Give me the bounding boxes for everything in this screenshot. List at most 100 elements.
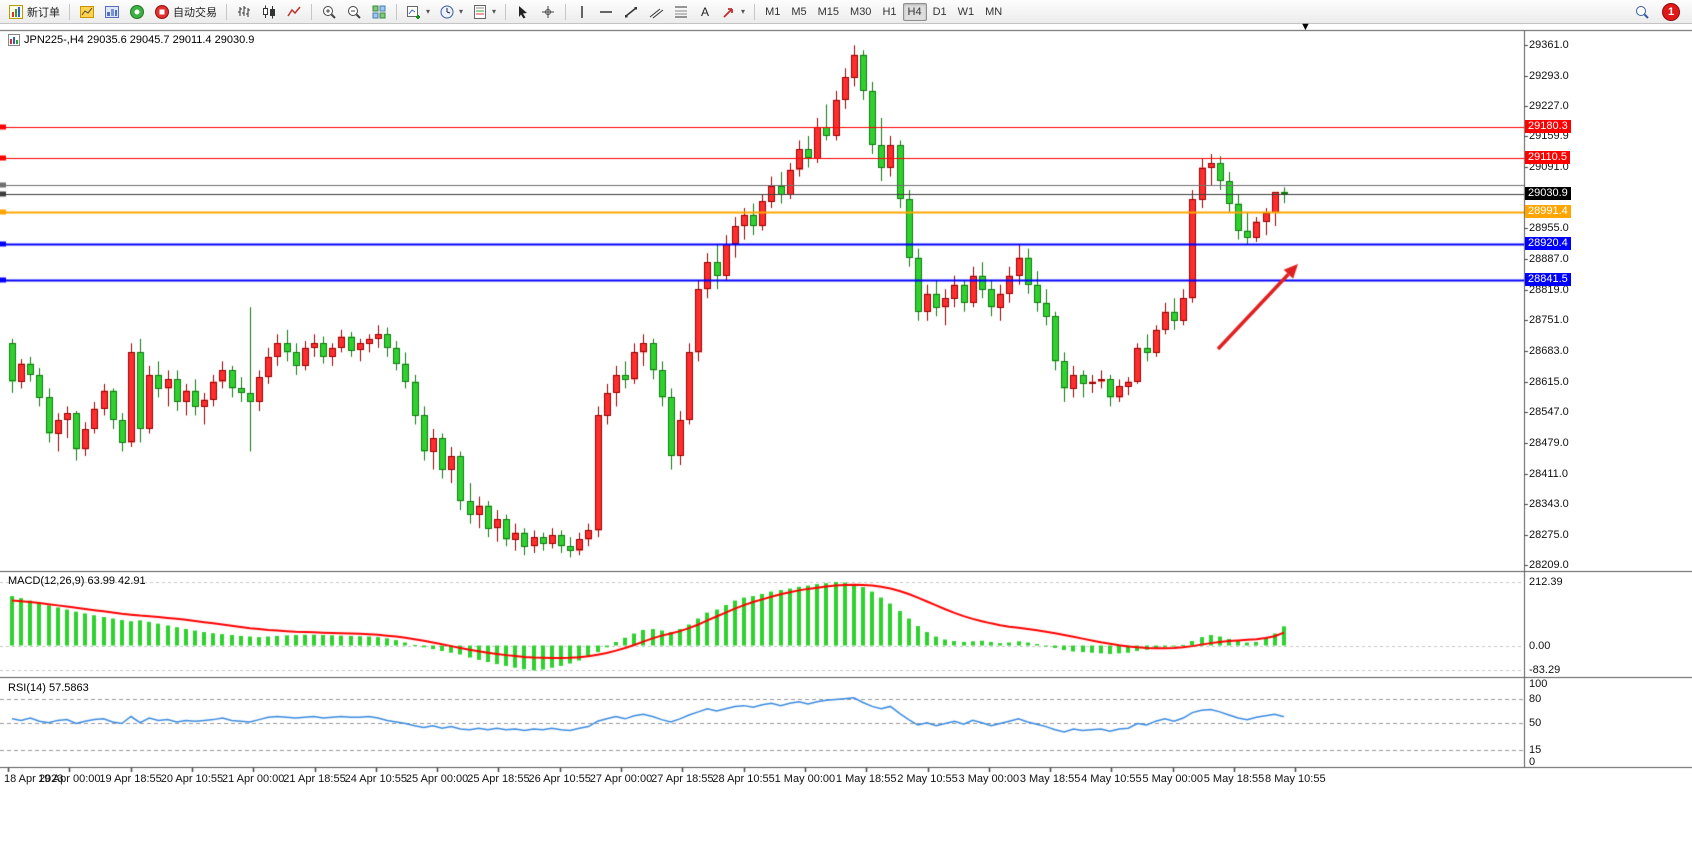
chart-window-icon: [80, 5, 94, 18]
timeframe-button-m30[interactable]: M30: [845, 3, 876, 21]
price-axis-label: 29159.9: [1529, 129, 1569, 142]
chart-window-button[interactable]: [75, 2, 99, 22]
template-icon: [474, 4, 487, 19]
object-marker-triangle[interactable]: ▼: [1300, 21, 1311, 33]
price-axis-label: 28209.0: [1529, 558, 1569, 571]
rsi-axis-label: 50: [1529, 716, 1542, 729]
toolbar-separator: [565, 3, 567, 20]
search-button[interactable]: [1630, 2, 1654, 22]
toolbar-separator: [396, 3, 397, 20]
news-sound-button[interactable]: [125, 2, 149, 22]
price-axis-label: 29293.0: [1529, 69, 1569, 82]
timeframe-button-m5[interactable]: M5: [786, 3, 811, 21]
time-axis-label: 27 Apr 18:55: [651, 773, 714, 785]
price-level-badge: 28841.5: [1525, 272, 1571, 286]
chart-title-text: JPN225-,H4 29035.6 29045.7 29011.4 29030…: [24, 34, 255, 46]
time-axis-label: 2 May 10:55: [897, 773, 958, 785]
text-tool-button[interactable]: A: [694, 2, 716, 22]
crosshair-button[interactable]: [536, 2, 560, 22]
price-axis-label: 28751.0: [1529, 314, 1569, 327]
channel-tool-button[interactable]: [644, 2, 668, 22]
price-level-badge: 28991.4: [1525, 204, 1571, 218]
dropdown-caret-icon: ▾: [492, 7, 497, 16]
horizontal-line-icon: [600, 10, 613, 13]
line-chart-type-button[interactable]: [282, 2, 306, 22]
price-level-badge: 29110.5: [1525, 151, 1570, 165]
time-axis-label: 1 May 18:55: [835, 773, 897, 785]
chart-region: JPN225-,H4 29035.6 29045.7 29011.4 29030…: [0, 21, 1692, 854]
bar-chart-type-button[interactable]: [232, 2, 256, 22]
tile-windows-icon: [372, 5, 386, 18]
time-axis-label: 25 Apr 18:55: [467, 773, 530, 785]
zoom-in-button[interactable]: [317, 2, 341, 22]
time-axis-label: 5 May 00:00: [1142, 773, 1203, 785]
macd-axis-label: 0.00: [1529, 639, 1551, 652]
timeframe-button-m1[interactable]: M1: [760, 3, 785, 21]
chart-title: JPN225-,H4 29035.6 29045.7 29011.4 29030…: [8, 34, 254, 46]
macd-axis-label: 212.39: [1529, 575, 1563, 588]
chart-canvas[interactable]: [0, 24, 1692, 854]
notification-badge[interactable]: 1: [1662, 2, 1680, 21]
time-axis-label: 3 May 00:00: [958, 773, 1020, 785]
time-axis-label: 21 Apr 00:00: [221, 773, 285, 785]
svg-text:A: A: [701, 5, 709, 19]
price-axis-label: 28819.0: [1529, 283, 1569, 296]
horizontal-line-tool-button[interactable]: [594, 2, 618, 22]
vertical-line-icon: [581, 5, 583, 18]
time-axis-label: 19 Apr 00:00: [38, 773, 101, 785]
timeframe-button-m15[interactable]: M15: [813, 3, 844, 21]
auto-trading-button[interactable]: 自动交易: [150, 2, 221, 22]
arrows-tool-button[interactable]: ▾: [717, 2, 749, 22]
timeframe-button-mn[interactable]: MN: [980, 3, 1007, 21]
periods-button[interactable]: ▾: [435, 2, 467, 22]
dropdown-caret-icon: ▾: [741, 7, 746, 16]
price-axis-label: 29227.0: [1529, 99, 1569, 112]
dropdown-caret-icon: ▾: [459, 7, 464, 16]
time-axis-label: 4 May 10:55: [1081, 773, 1142, 785]
clock-icon: [440, 5, 454, 18]
time-axis-label: 1 May 00:00: [774, 773, 836, 785]
fibonacci-tool-button[interactable]: [669, 2, 693, 22]
toolbar-separator: [226, 3, 227, 20]
indicators-icon: [407, 5, 420, 19]
dropdown-caret-icon: ▾: [426, 7, 431, 16]
zoom-in-icon: [323, 5, 336, 19]
vertical-line-tool-button[interactable]: [571, 2, 593, 22]
cursor-button[interactable]: [511, 2, 535, 22]
templates-button[interactable]: ▾: [468, 2, 500, 22]
price-axis-label: 28547.0: [1529, 406, 1569, 419]
time-axis-label: 18 Apr 2023: [4, 773, 64, 785]
timeframe-button-d1[interactable]: D1: [928, 3, 952, 21]
timeframe-button-w1[interactable]: W1: [953, 3, 980, 21]
indicators-button[interactable]: ▾: [402, 2, 434, 22]
price-axis-label: 29361.0: [1529, 39, 1569, 52]
zoom-out-button[interactable]: [342, 2, 366, 22]
tile-windows-button[interactable]: [367, 2, 391, 22]
equidistant-channel-icon: [649, 8, 664, 18]
time-axis-label: 21 Apr 18:55: [283, 773, 346, 785]
candlestick-type-button[interactable]: [257, 2, 281, 22]
timeframe-button-h1[interactable]: H1: [877, 3, 901, 21]
main-toolbar: 新订单 自动交易 ▾ ▾ ▾: [0, 0, 1692, 24]
new-order-icon: [9, 4, 23, 19]
price-axis-label: 28479.0: [1529, 436, 1569, 449]
rsi-axis-label: 0: [1529, 755, 1536, 768]
rsi-axis-label: 100: [1529, 677, 1548, 690]
price-level-badge: 29030.9: [1525, 187, 1571, 201]
rsi-label: RSI(14) 57.5863: [8, 682, 89, 694]
rsi-axis-label: 15: [1529, 743, 1542, 756]
time-axis-label: 3 May 18:55: [1019, 773, 1081, 785]
trendline-tool-button[interactable]: [619, 2, 643, 22]
price-level-badge: 29180.3: [1525, 119, 1571, 133]
arrow-object-icon: [723, 7, 733, 18]
new-order-label: 新订单: [27, 6, 60, 19]
timeframe-button-h4[interactable]: H4: [902, 2, 927, 21]
profiles-button[interactable]: [100, 2, 124, 22]
time-axis-label: 20 Apr 10:55: [160, 773, 224, 785]
time-axis-label: 8 May 10:55: [1265, 773, 1326, 785]
new-order-button[interactable]: 新订单: [4, 2, 64, 22]
auto-trading-icon: [155, 4, 169, 19]
bar-chart-type-icon: [238, 5, 250, 17]
price-axis-label: 28615.0: [1529, 375, 1569, 388]
